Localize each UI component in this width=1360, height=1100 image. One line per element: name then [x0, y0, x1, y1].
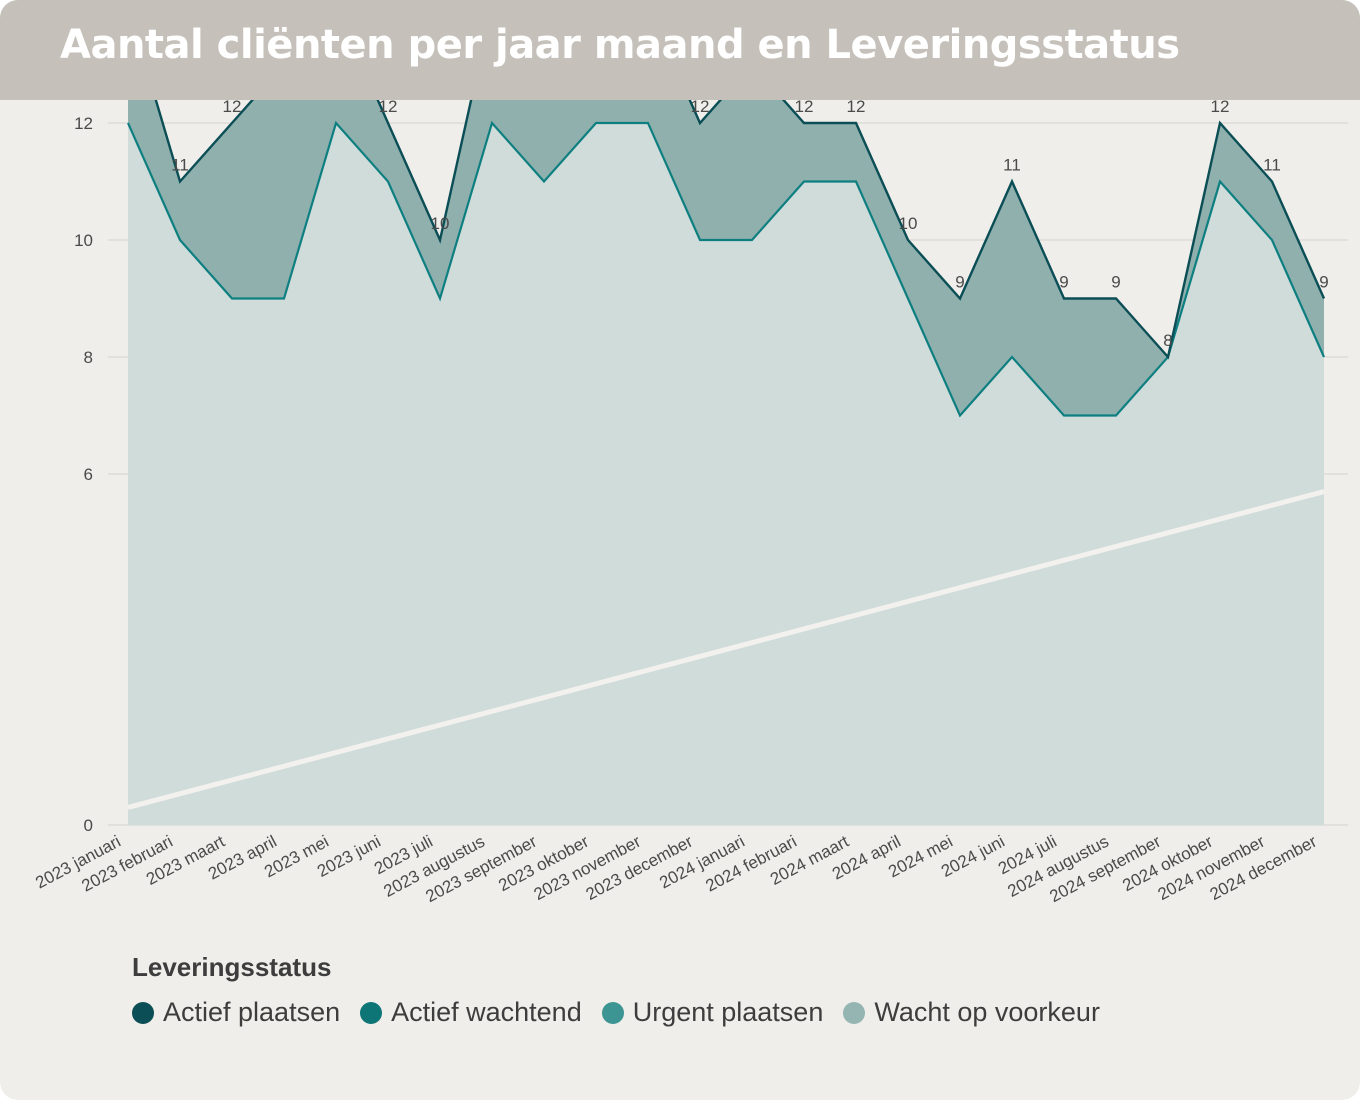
band-plaatsen [128, 100, 1324, 416]
legend-item[interactable]: Wacht op voorkeur [843, 997, 1100, 1028]
legend-swatch-icon [843, 1001, 866, 1024]
data-label: 8 [1163, 331, 1172, 350]
legend-label: Wacht op voorkeur [874, 997, 1100, 1027]
legend-swatch-icon [132, 1001, 154, 1024]
data-label: 12 [223, 100, 242, 116]
data-label: 12 [1211, 100, 1230, 116]
data-label: 9 [955, 273, 964, 292]
data-label: 12 [795, 100, 814, 116]
legend-swatch-icon [360, 1001, 383, 1024]
data-label: 11 [1263, 156, 1281, 175]
y-tick-label: 12 [74, 114, 93, 133]
data-label: 10 [431, 214, 450, 233]
band-wachtend [128, 123, 1324, 825]
data-label: 12 [847, 100, 866, 116]
legend-item[interactable]: Urgent plaatsen [601, 997, 824, 1028]
page-title: Aantal cliënten per jaar maand en Leveri… [60, 22, 1180, 68]
legend-label: Actief wachtend [391, 997, 582, 1027]
data-label: 12 [691, 100, 710, 116]
legend-title: Leveringsstatus [132, 952, 332, 982]
legend-swatch-icon [601, 1001, 624, 1024]
y-tick-label: 8 [84, 348, 93, 367]
trend-line [127, 489, 1325, 810]
legend-item[interactable]: Actief plaatsen [132, 997, 340, 1028]
legend: Leveringsstatus Actief plaatsen Actief wa… [132, 952, 1282, 1028]
legend-label: Urgent plaatsen [632, 997, 824, 1027]
legend-items: Actief plaatsen Actief wachtend Urgent pla… [132, 997, 1282, 1028]
y-tick-label: 0 [84, 816, 93, 835]
data-label: 9 [1111, 273, 1120, 292]
legend-item[interactable]: Actief wachtend [360, 997, 582, 1028]
line-actief-plaatsen [154, 100, 1326, 360]
header-bar: Aantal cliënten per jaar maand en Leveri… [0, 0, 1360, 100]
y-tick-label: 10 [74, 231, 93, 250]
area-chart: 0681012141411121314121014131414121312121… [32, 100, 1348, 906]
y-tick-label: 6 [84, 465, 93, 484]
data-label: 9 [1319, 273, 1328, 292]
data-label: 9 [1059, 273, 1068, 292]
data-label: 10 [899, 214, 918, 233]
line-actief-wachtend [126, 120, 1326, 418]
legend-label: Actief plaatsen [163, 997, 341, 1027]
data-label: 11 [1003, 156, 1021, 175]
data-label: 11 [171, 156, 189, 175]
data-label: 12 [379, 100, 398, 116]
